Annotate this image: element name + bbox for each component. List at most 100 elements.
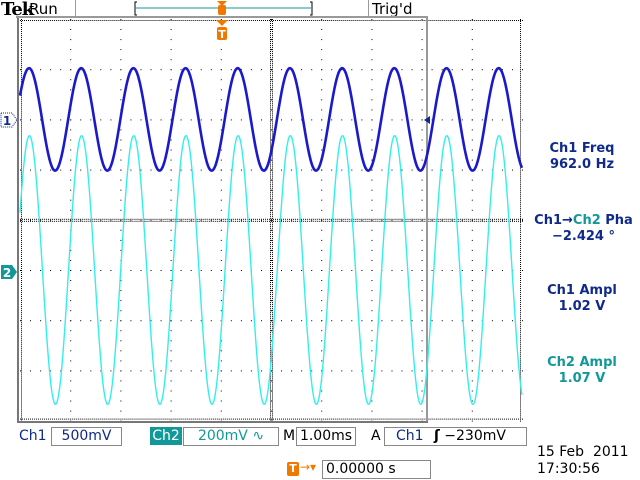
trigger-time-marker[interactable]: T [216, 20, 228, 41]
edge-tick [409, 418, 411, 420]
edge-tick [305, 418, 307, 420]
grid-dot [311, 270, 313, 271]
grid-dot [361, 119, 363, 121]
center-tick [272, 288, 273, 290]
center-tick [272, 316, 273, 318]
grid-dot [120, 330, 122, 332]
edge-tick [520, 209, 521, 211]
grid-dot [291, 119, 293, 121]
edge-tick [208, 418, 210, 420]
grid-dot [401, 320, 403, 322]
edge-tick [447, 20, 449, 21]
edge-tick [21, 229, 22, 231]
center-tick [487, 218, 489, 220]
edge-tick [21, 284, 22, 286]
edge-tick [497, 20, 499, 21]
edge-tick [277, 418, 278, 420]
center-tick [272, 115, 273, 117]
edge-tick [21, 59, 22, 61]
center-tick [78, 220, 80, 222]
edge-tick [393, 418, 395, 420]
center-tick [493, 218, 495, 220]
ch2-scale[interactable]: 200mV ∿ [183, 427, 279, 446]
center-tick [256, 218, 258, 220]
grid-dot [421, 260, 423, 261]
grid-dot [50, 320, 52, 322]
edge-tick [520, 113, 521, 115]
grid-dot [471, 189, 473, 191]
center-tick [272, 65, 273, 67]
center-tick [270, 320, 271, 322]
grid-dot [271, 19, 272, 20]
edge-tick [156, 418, 158, 420]
edge-tick [36, 418, 38, 420]
grid-dot [150, 119, 152, 121]
grid-dot [170, 310, 172, 312]
grid-dot [230, 370, 232, 372]
edge-tick [124, 418, 126, 420]
trigger-position-value[interactable]: 0.00000 s [322, 460, 431, 479]
edge-tick [166, 20, 168, 21]
edge-tick [389, 418, 391, 420]
grid-dot [20, 219, 21, 221]
grid-dot [471, 229, 473, 231]
grid-dot [70, 370, 72, 372]
edge-tick [520, 420, 521, 422]
trigger-settings[interactable]: Ch1 ʃ −230mV [384, 427, 527, 446]
edge-tick [520, 390, 521, 392]
edge-tick [520, 57, 521, 59]
edge-tick [134, 20, 136, 21]
edge-tick [465, 418, 467, 420]
ch1-label[interactable]: Ch1 [19, 428, 47, 444]
edge-tick [399, 418, 401, 420]
trigger-position-marker[interactable] [217, 1, 227, 15]
grid-dot [481, 370, 483, 372]
edge-tick [335, 20, 337, 21]
grid-dot [291, 219, 293, 221]
center-tick [272, 314, 273, 316]
center-tick [337, 218, 339, 220]
grid-dot [190, 270, 192, 271]
edge-tick [520, 213, 521, 215]
edge-tick [313, 20, 315, 21]
grid-dot [210, 320, 212, 322]
grid-dot [331, 219, 333, 221]
center-tick [461, 220, 463, 222]
trigger-level-arrow-icon[interactable] [424, 116, 430, 124]
center-tick [516, 218, 517, 220]
edge-tick [520, 258, 521, 259]
grid-dot [220, 260, 222, 261]
grid-dot [90, 270, 92, 271]
ch1-scale[interactable]: 500mV [51, 427, 122, 446]
ch2-position-marker[interactable]: 2 [1, 265, 17, 280]
center-tick [52, 218, 54, 220]
edge-tick [520, 175, 521, 177]
grid-dot [30, 169, 31, 171]
center-tick [272, 292, 273, 294]
grid-dot [220, 249, 222, 251]
grid-dot [271, 69, 272, 71]
ch2-label[interactable]: Ch2 [150, 427, 182, 445]
edge-tick [363, 418, 365, 420]
ch1-position-marker[interactable]: 1 [0, 112, 18, 128]
grid-dot [471, 29, 473, 30]
edge-tick [499, 20, 501, 21]
grid-dot [160, 119, 162, 121]
edge-tick [341, 20, 343, 21]
edge-tick [520, 294, 521, 296]
center-tick [443, 220, 445, 222]
edge-tick [78, 20, 80, 21]
grid-dot [30, 270, 31, 271]
grid-dot [220, 380, 222, 382]
edge-tick [94, 20, 96, 21]
center-tick [270, 306, 271, 308]
center-tick [501, 218, 503, 220]
grid-dot [301, 320, 303, 322]
center-tick [301, 220, 303, 222]
center-tick [353, 218, 355, 220]
timebase-value[interactable]: 1.00ms [296, 427, 356, 446]
center-tick [98, 218, 100, 220]
edge-tick [520, 139, 521, 141]
center-tick [158, 220, 160, 222]
edge-tick [21, 61, 22, 63]
